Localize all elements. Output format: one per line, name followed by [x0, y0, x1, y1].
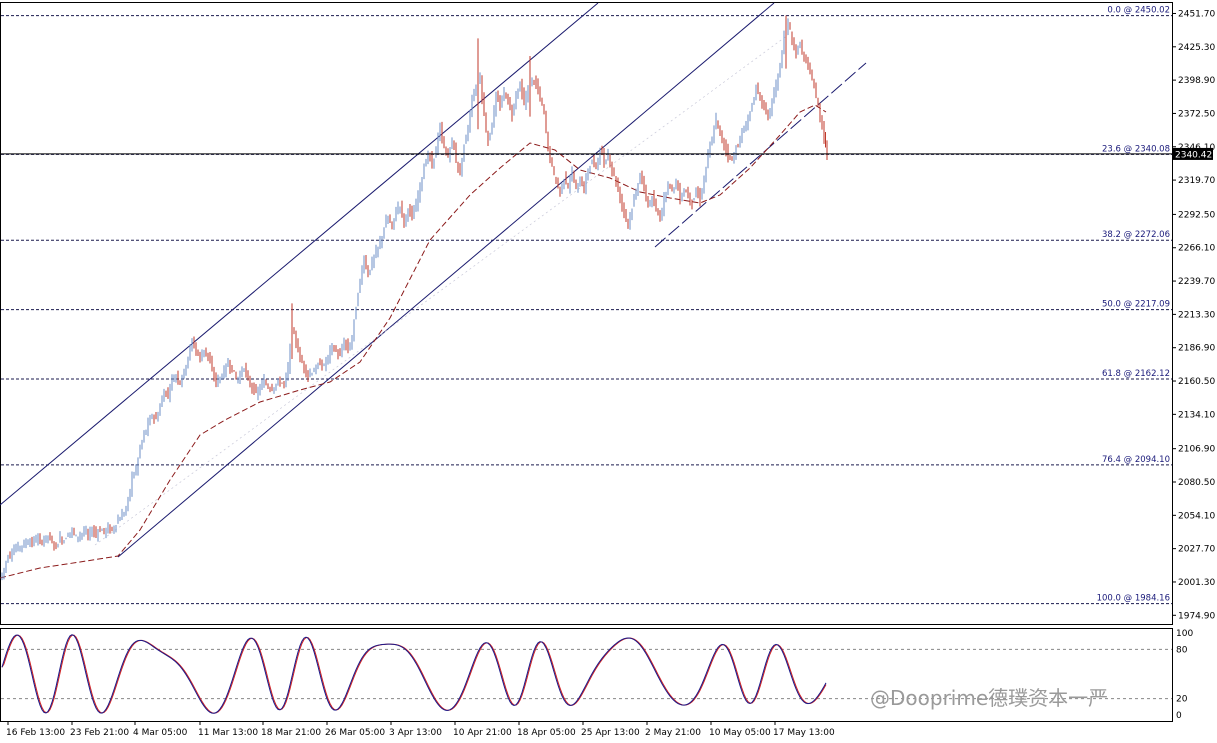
osc-tick-label: 100	[1176, 629, 1193, 639]
price-tick-label: 2080.50	[1178, 478, 1215, 488]
price-tick-label: 2292.50	[1178, 210, 1215, 220]
osc-signal-line	[1, 634, 827, 714]
time-tick-label: 26 Mar 05:00	[325, 728, 385, 738]
osc-tick-label: 0	[1176, 711, 1182, 721]
price-tick-label: 2160.50	[1178, 377, 1215, 387]
price-tick-label: 2239.70	[1178, 277, 1215, 287]
fib-level-label: 76.4 @ 2094.10	[1102, 455, 1170, 465]
time-axis: 16 Feb 13:00 23 Feb 21:00 4 Mar 05:00 11 Ma…	[6, 721, 835, 738]
time-tick-label: 10 Apr 21:00	[453, 728, 512, 738]
price-tick-label: 2372.50	[1178, 109, 1215, 119]
current-price-box	[1173, 147, 1213, 160]
moving-average	[0, 104, 827, 579]
candles	[1, 15, 828, 581]
oscillator-panel-frame	[0, 628, 1173, 722]
price-tick-label: 2001.30	[1178, 578, 1215, 588]
price-tick-label: 2106.90	[1178, 445, 1215, 455]
price-tick-label: 2134.10	[1178, 410, 1215, 420]
current-price-label: 2340.42	[1175, 150, 1212, 160]
stochastic-oscillator: 100 80 20 0	[1, 629, 1193, 721]
time-tick-label: 23 Feb 21:00	[70, 728, 129, 738]
channel-dotted-line	[94, 34, 789, 546]
fibonacci-levels: 0.0 @ 2450.02 23.6 @ 2340.08 38.2 @ 2272.0…	[1, 6, 1172, 605]
time-tick-label: 10 May 05:00	[709, 728, 771, 738]
trend-channel	[0, 2, 867, 558]
price-tick-label: 2346.10	[1178, 143, 1215, 153]
time-tick-label: 17 May 13:00	[773, 728, 835, 738]
price-tick-label: 1974.90	[1178, 611, 1215, 621]
fib-level-label: 61.8 @ 2162.12	[1102, 369, 1170, 379]
channel-upper-line	[0, 2, 599, 506]
time-tick-label: 11 Mar 13:00	[198, 728, 258, 738]
price-tick-label: 2451.70	[1178, 9, 1215, 19]
channel-guide	[118, 270, 460, 557]
current-price-badge: 2340.42	[1, 147, 1213, 160]
time-tick-label: 3 Apr 13:00	[389, 728, 442, 738]
price-tick-label: 2398.90	[1178, 76, 1215, 86]
channel-lower-line	[654, 62, 867, 248]
price-tick-label: 2054.10	[1178, 511, 1215, 521]
time-tick-label: 4 Mar 05:00	[133, 728, 188, 738]
time-tick-label: 18 Mar 21:00	[261, 728, 321, 738]
time-tick-label: 16 Feb 13:00	[6, 728, 65, 738]
time-tick-label: 18 Apr 05:00	[517, 728, 576, 738]
time-tick-label: 25 Apr 13:00	[581, 728, 640, 738]
osc-tick-label: 80	[1176, 645, 1188, 655]
fib-level-label: 23.6 @ 2340.08	[1102, 144, 1170, 154]
price-axis: 2451.70 2425.30 2398.90 2372.50 2346.10 2319.…	[1172, 9, 1215, 621]
time-tick-label: 2 May 21:00	[645, 728, 701, 738]
price-tick-label: 2027.70	[1178, 545, 1215, 555]
price-tick-label: 2186.90	[1178, 344, 1215, 354]
osc-tick-label: 20	[1176, 695, 1188, 705]
price-tick-label: 2425.30	[1178, 43, 1215, 53]
main-panel-frame	[0, 2, 1173, 625]
price-tick-label: 2319.70	[1178, 176, 1215, 186]
price-tick-label: 2213.30	[1178, 310, 1215, 320]
price-tick-label: 2266.10	[1178, 244, 1215, 254]
osc-main-line	[1, 634, 827, 714]
ma-line	[0, 104, 827, 579]
fib-level-label: 38.2 @ 2272.06	[1102, 230, 1170, 240]
fib-level-label: 100.0 @ 1984.16	[1097, 594, 1170, 604]
watermark-text: @Dooprime德璞资本一严	[870, 686, 1108, 710]
fib-level-label: 0.0 @ 2450.02	[1107, 6, 1170, 16]
channel-middle-line	[117, 2, 775, 558]
fib-level-label: 50.0 @ 2217.09	[1102, 300, 1170, 310]
